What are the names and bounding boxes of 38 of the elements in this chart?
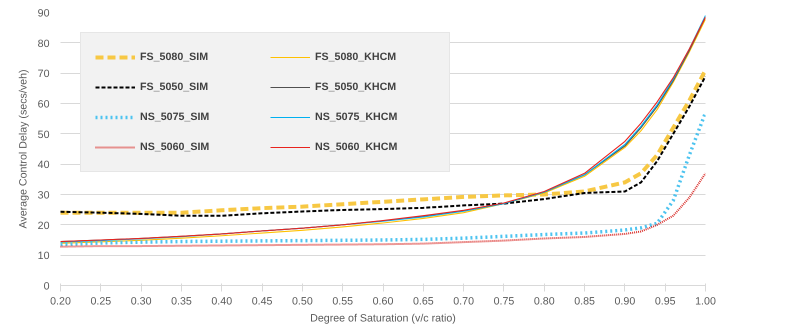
x-tick-label: 0.70 <box>453 296 474 308</box>
line-series <box>60 172 706 248</box>
y-tick-label: 30 <box>38 190 50 202</box>
x-tick-label: 0.75 <box>494 296 514 308</box>
x-tick-label: 0.35 <box>171 296 192 308</box>
legend-label: FS_5050_KHCM <box>315 81 398 93</box>
x-tick-label: 0.25 <box>90 296 112 308</box>
legend-label: FS_5050_SIM <box>140 81 210 93</box>
x-tick-label: 0.50 <box>292 296 313 308</box>
x-tick-label: 0.95 <box>654 296 676 308</box>
x-tick-label: 0.45 <box>252 296 273 308</box>
x-tick-label: 0.65 <box>412 296 434 308</box>
legend-label: FS_5080_SIM <box>140 51 210 63</box>
x-axis-title: Degree of Saturation (v/c ratio) <box>310 312 456 324</box>
x-tick-label: 0.40 <box>211 296 232 308</box>
y-tick-label: 60 <box>38 98 50 110</box>
y-tick-label: 40 <box>38 159 50 172</box>
x-tick-label: 0.60 <box>372 296 394 308</box>
x-tick-label: 0.90 <box>614 296 636 308</box>
legend-label: NS_5075_KHCM <box>315 111 398 123</box>
x-tick-label: 1.00 <box>695 296 716 308</box>
legend-label: NS_5060_SIM <box>140 141 210 153</box>
y-axis-title: Average Control Delay (secs/veh) <box>18 69 30 229</box>
y-tick-label: 90 <box>38 8 50 20</box>
y-tick-label: 0 <box>44 280 50 292</box>
x-tick-label: 0.85 <box>574 296 596 308</box>
x-tick-label: 0.30 <box>130 296 152 308</box>
y-tick-label: 10 <box>38 250 50 262</box>
x-tick-label: 0.55 <box>332 296 354 308</box>
y-tick-label: 70 <box>38 68 50 80</box>
y-tick-label: 20 <box>38 220 50 232</box>
legend-label: FS_5080_KHCM <box>315 51 398 63</box>
x-tick-label: 0.20 <box>50 296 71 308</box>
legend-label: NS_5060_KHCM <box>315 141 398 153</box>
x-tick-label: 0.80 <box>534 296 555 308</box>
legend-label: NS_5075_SIM <box>140 111 210 123</box>
y-tick-label: 50 <box>38 128 50 141</box>
y-tick-label: 80 <box>38 38 50 50</box>
